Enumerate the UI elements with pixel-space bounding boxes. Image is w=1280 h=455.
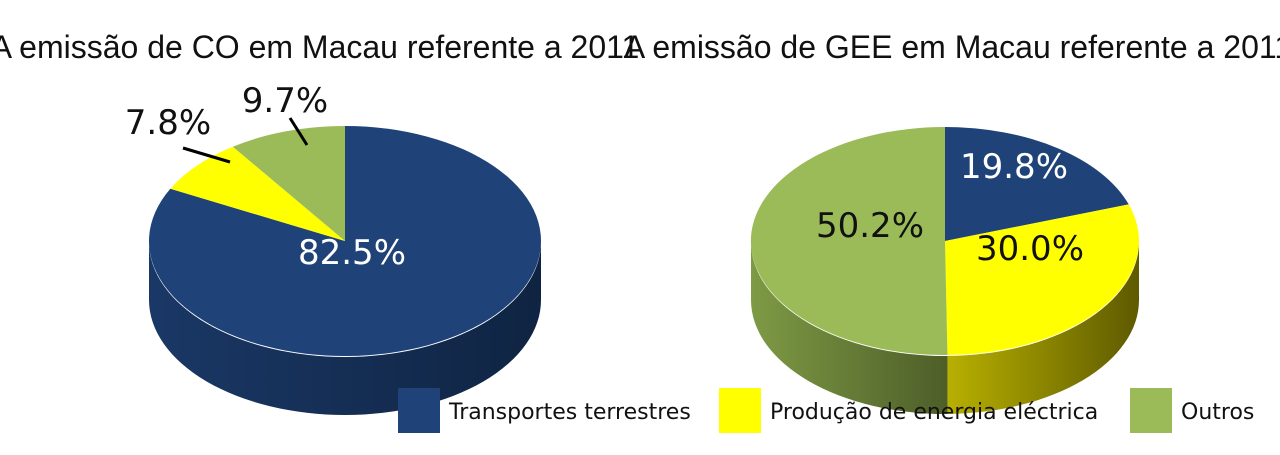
legend-label-transportes: Transportes terrestres — [448, 400, 691, 425]
pie-gee-title: A emissão de GEE em Macau referente a 20… — [624, 29, 1280, 65]
pie-co-leader-line-yellow — [182, 146, 231, 164]
pie-co-tops — [148, 126, 541, 356]
pie-gee-slice-outros — [750, 126, 948, 355]
pie-co-sides — [149, 242, 541, 415]
pie-gee-label-energia: 30.0% — [976, 229, 1084, 269]
pie-co-slice-outros — [232, 126, 345, 241]
legend-label-energia: Produção de energia eléctrica — [770, 400, 1098, 425]
legend-swatch-transportes — [398, 388, 440, 433]
pie-gee-side-energia — [947, 242, 1139, 414]
legend: Transportes terrestres Produção de energ… — [398, 388, 1254, 433]
pie-co-slice-energia — [170, 146, 345, 241]
pie-co-label-energia: 7.8% — [125, 103, 211, 143]
pie-gee-label-outros: 50.2% — [816, 206, 924, 246]
pie-gee-label-transportes: 19.8% — [960, 147, 1068, 187]
legend-swatch-energia — [719, 388, 761, 433]
pie-gee: 19.8% 30.0% 50.2% — [750, 126, 1140, 414]
pie-gee-slice-energia — [945, 204, 1140, 355]
pie-co-label-outros: 9.7% — [242, 81, 328, 121]
legend-swatch-outros — [1130, 388, 1172, 433]
pie-gee-sides — [751, 242, 1139, 414]
pie-co-title: A emissão de CO em Macau referente a 201… — [0, 29, 639, 65]
pie-co-side-transportes — [149, 242, 541, 415]
pie-co-slice-transportes — [148, 126, 541, 356]
legend-label-outros: Outros — [1181, 400, 1254, 425]
pie-gee-slice-transportes — [945, 127, 1129, 241]
pie-co-label-transportes: 82.5% — [298, 233, 406, 273]
pie-co-leader-line-green — [288, 117, 309, 146]
pie-co: 82.5% 7.8% 9.7% — [125, 81, 541, 415]
pie-gee-side-outros — [751, 242, 948, 414]
pie-gee-tops — [750, 126, 1140, 355]
